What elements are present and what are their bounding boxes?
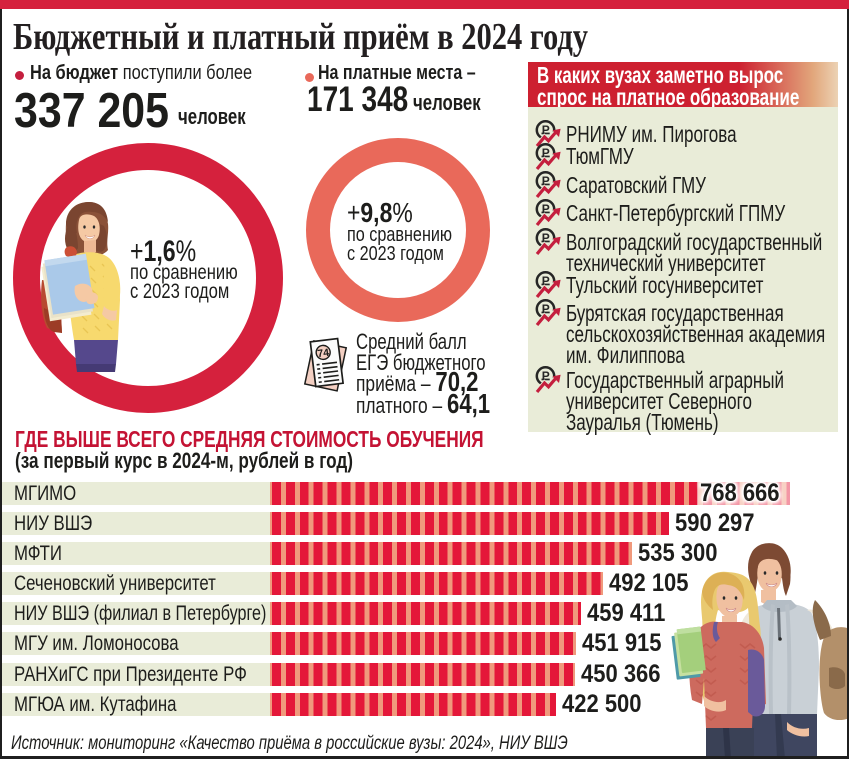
svg-text:Р: Р [542,202,550,216]
svg-text:Р: Р [542,231,550,245]
svg-text:Р: Р [542,274,550,288]
svg-text:Р: Р [542,369,550,383]
svg-text:Р: Р [542,174,550,188]
svg-text:Р: Р [542,123,550,137]
svg-text:Р: Р [542,146,550,160]
svg-text:74: 74 [317,347,330,360]
svg-text:Р: Р [542,302,550,316]
